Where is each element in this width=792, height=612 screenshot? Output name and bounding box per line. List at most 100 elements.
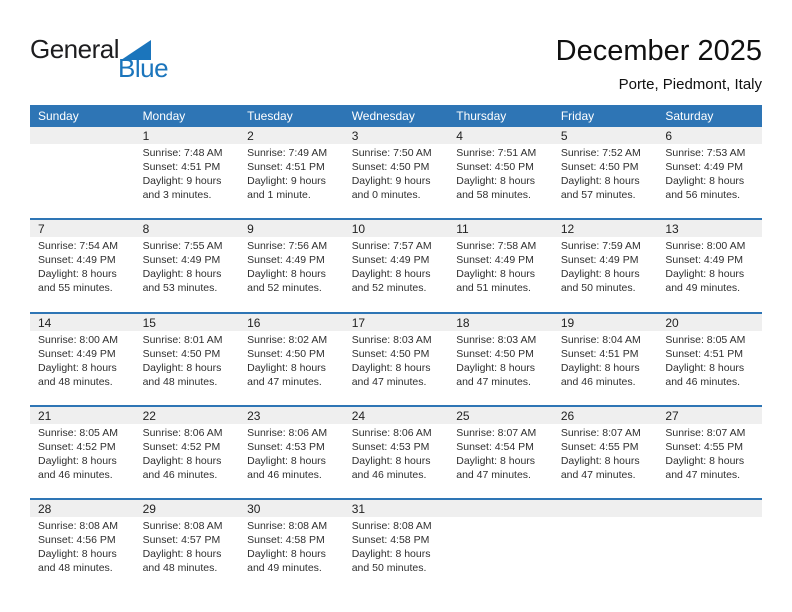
sunrise-text: Sunrise: 7:56 AM: [247, 240, 328, 253]
day-number: 27: [657, 404, 762, 424]
sunset-text: Sunset: 4:49 PM: [142, 254, 221, 267]
daylight-text: Daylight: 8 hours and 47 minutes.: [456, 361, 536, 388]
empty-day-cell: [552, 517, 658, 592]
day-cell-info: Sunrise: 7:50 AM Sunset: 4:50 PM Daylight:…: [343, 144, 449, 220]
calendar-month-title: December 2025: [555, 35, 762, 67]
week-4-info-row: Sunrise: 8:05 AM Sunset: 4:52 PM Daylight:…: [30, 423, 762, 499]
day-cell-info: Sunrise: 7:55 AM Sunset: 4:49 PM Daylight:…: [134, 237, 240, 313]
day-number: 23: [239, 404, 344, 424]
day-number: 9: [239, 218, 344, 238]
sunrise-text: Sunrise: 7:50 AM: [351, 147, 432, 159]
sunset-text: Sunset: 4:55 PM: [560, 440, 639, 453]
day-number: 6: [657, 127, 762, 144]
sunrise-text: Sunrise: 7:52 AM: [560, 147, 641, 159]
sunrise-text: Sunrise: 8:08 AM: [142, 520, 223, 532]
empty-day-cell: [448, 517, 553, 592]
day-number: 7: [30, 218, 135, 238]
sunrise-text: Sunrise: 7:58 AM: [456, 240, 537, 253]
sunrise-text: Sunrise: 8:06 AM: [351, 426, 432, 439]
daylight-text: Daylight: 8 hours and 52 minutes.: [351, 268, 431, 295]
daylight-text: Daylight: 8 hours and 47 minutes.: [351, 361, 431, 388]
day-number: 1: [134, 127, 240, 144]
sunset-text: Sunset: 4:50 PM: [351, 347, 430, 360]
sunrise-text: Sunrise: 8:07 AM: [560, 426, 641, 439]
day-cell-info: Sunrise: 8:07 AM Sunset: 4:54 PM Daylight:…: [448, 423, 553, 499]
sunrise-text: Sunrise: 8:03 AM: [456, 333, 537, 346]
day-cell-info: Sunrise: 8:03 AM Sunset: 4:50 PM Daylight:…: [343, 330, 449, 406]
daylight-text: Daylight: 8 hours and 49 minutes.: [665, 268, 745, 295]
calendar-header-row: Sunday Monday Tuesday Wednesday Thursday…: [30, 105, 762, 127]
empty-day-number-cell: [448, 498, 553, 517]
empty-day-number-cell: [552, 498, 658, 517]
daylight-text: Daylight: 8 hours and 53 minutes.: [142, 268, 222, 295]
sunset-text: Sunset: 4:50 PM: [456, 347, 534, 360]
weekday-header-tuesday: Tuesday: [239, 105, 344, 127]
empty-day-cell: [657, 517, 762, 592]
sunset-text: Sunset: 4:49 PM: [665, 254, 744, 267]
week-1-info-row: Sunrise: 7:48 AM Sunset: 4:51 PM Daylight:…: [30, 144, 762, 220]
sunrise-text: Sunrise: 8:05 AM: [38, 426, 118, 439]
sunrise-text: Sunrise: 8:00 AM: [665, 240, 746, 253]
day-number: 3: [343, 127, 449, 144]
day-cell-info: Sunrise: 7:48 AM Sunset: 4:51 PM Daylight:…: [134, 144, 240, 220]
day-number: 4: [448, 127, 553, 144]
sunset-text: Sunset: 4:50 PM: [142, 347, 221, 360]
sunset-text: Sunset: 4:57 PM: [142, 534, 221, 547]
day-number: 22: [134, 404, 240, 424]
sunrise-text: Sunrise: 8:07 AM: [456, 426, 537, 439]
day-number: 29: [134, 498, 240, 517]
sunrise-text: Sunrise: 8:01 AM: [142, 333, 223, 346]
day-cell-info: Sunrise: 8:08 AM Sunset: 4:56 PM Daylight:…: [30, 517, 135, 592]
day-number: 24: [343, 404, 449, 424]
day-cell-info: Sunrise: 8:00 AM Sunset: 4:49 PM Daylight:…: [30, 330, 135, 406]
sunrise-text: Sunrise: 7:59 AM: [560, 240, 641, 253]
weekday-header-thursday: Thursday: [448, 105, 553, 127]
day-number: 16: [239, 311, 344, 331]
logo-text-blue: Blue: [118, 53, 169, 83]
sunset-text: Sunset: 4:58 PM: [351, 534, 430, 547]
sunset-text: Sunset: 4:52 PM: [142, 440, 221, 453]
sunrise-text: Sunrise: 7:54 AM: [38, 240, 118, 253]
sunrise-text: Sunrise: 8:08 AM: [247, 520, 328, 532]
sunset-text: Sunset: 4:51 PM: [247, 161, 325, 174]
week-3-day-number-row: 14 15 16 17 18 19 20: [30, 311, 762, 331]
day-cell-info: Sunrise: 8:03 AM Sunset: 4:50 PM Daylight:…: [448, 330, 553, 406]
sunset-text: Sunset: 4:52 PM: [38, 440, 116, 453]
day-number: 15: [134, 311, 240, 331]
day-cell-info: Sunrise: 8:04 AM Sunset: 4:51 PM Daylight:…: [552, 330, 658, 406]
daylight-text: Daylight: 8 hours and 56 minutes.: [665, 175, 745, 202]
sunrise-text: Sunrise: 8:03 AM: [351, 333, 432, 346]
week-3-info-row: Sunrise: 8:00 AM Sunset: 4:49 PM Daylight:…: [30, 330, 762, 406]
sunrise-text: Sunrise: 8:05 AM: [665, 333, 746, 346]
daylight-text: Daylight: 9 hours and 0 minutes.: [351, 175, 431, 202]
day-cell-info: Sunrise: 7:56 AM Sunset: 4:49 PM Daylight:…: [239, 237, 344, 313]
day-number: 10: [343, 218, 449, 238]
daylight-text: Daylight: 8 hours and 48 minutes.: [142, 361, 222, 388]
day-cell-info: Sunrise: 8:07 AM Sunset: 4:55 PM Daylight:…: [552, 423, 658, 499]
daylight-text: Daylight: 8 hours and 47 minutes.: [665, 454, 745, 481]
day-number: 26: [552, 404, 658, 424]
day-number: 17: [343, 311, 449, 331]
sunrise-text: Sunrise: 7:53 AM: [665, 147, 746, 159]
week-2-info-row: Sunrise: 7:54 AM Sunset: 4:49 PM Daylight:…: [30, 237, 762, 313]
sunset-text: Sunset: 4:49 PM: [456, 254, 534, 267]
week-2-day-number-row: 7 8 9 10 11 12 13: [30, 218, 762, 238]
daylight-text: Daylight: 8 hours and 49 minutes.: [247, 548, 326, 575]
sunset-text: Sunset: 4:49 PM: [560, 254, 639, 267]
sunrise-text: Sunrise: 8:07 AM: [665, 426, 746, 439]
daylight-text: Daylight: 8 hours and 46 minutes.: [665, 361, 745, 388]
sunrise-text: Sunrise: 8:04 AM: [560, 333, 641, 346]
week-4-day-number-row: 21 22 23 24 25 26 27: [30, 404, 762, 424]
daylight-text: Daylight: 8 hours and 51 minutes.: [456, 268, 536, 295]
daylight-text: Daylight: 8 hours and 52 minutes.: [247, 268, 326, 295]
sunset-text: Sunset: 4:56 PM: [38, 534, 116, 547]
sunset-text: Sunset: 4:50 PM: [247, 347, 325, 360]
week-5-info-row: Sunrise: 8:08 AM Sunset: 4:56 PM Daylight:…: [30, 517, 762, 592]
calendar-location-subtitle: Porte, Piedmont, Italy: [618, 75, 762, 93]
sunset-text: Sunset: 4:53 PM: [351, 440, 430, 453]
sunset-text: Sunset: 4:51 PM: [665, 347, 744, 360]
day-cell-info: Sunrise: 7:58 AM Sunset: 4:49 PM Daylight:…: [448, 237, 553, 313]
sunrise-text: Sunrise: 7:55 AM: [142, 240, 223, 253]
day-cell-info: Sunrise: 8:02 AM Sunset: 4:50 PM Daylight:…: [239, 330, 344, 406]
